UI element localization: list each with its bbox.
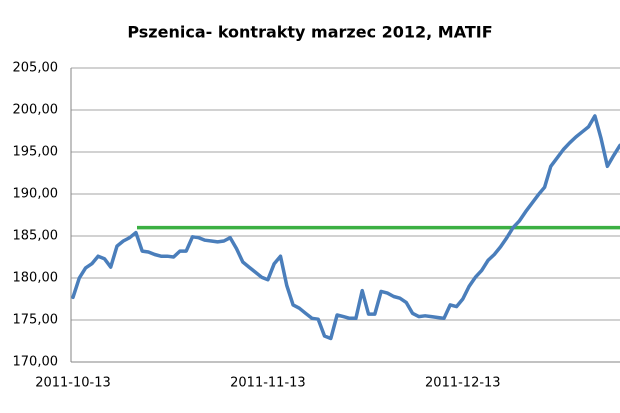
- x-tick-label: 2011-11-13: [230, 376, 306, 391]
- x-tick-label: 2011-12-13: [425, 376, 501, 391]
- y-tick-label: 170,00: [13, 355, 59, 370]
- y-tick-label: 190,00: [13, 187, 59, 202]
- y-tick-label: 185,00: [13, 229, 59, 244]
- y-tick-label: 195,00: [13, 145, 59, 160]
- y-tick-label: 175,00: [13, 313, 59, 328]
- y-tick-label: 180,00: [13, 271, 59, 286]
- price-line: [71, 114, 620, 341]
- chart-title: Pszenica- kontrakty marzec 2012, MATIF: [127, 23, 492, 42]
- y-tick-label: 205,00: [13, 61, 59, 76]
- y-tick-label: 200,00: [13, 103, 59, 118]
- x-tick-label: 2011-10-13: [35, 376, 111, 391]
